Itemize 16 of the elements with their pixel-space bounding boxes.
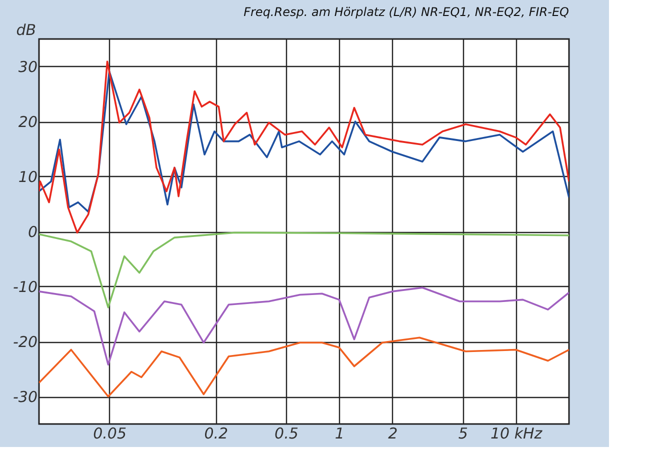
y-tick-label: -10 <box>13 278 38 296</box>
chart-title: Freq.Resp. am Hörplatz (L/R) NR-EQ1, NR-EQ2, FIR-EQ <box>244 5 569 19</box>
x-tick-label: 10 kHz <box>490 424 544 442</box>
x-tick-label: 2 <box>388 424 398 442</box>
y-tick-label: 0 <box>28 223 38 241</box>
y-tick-label: 20 <box>18 113 38 131</box>
x-tick-label: 5 <box>458 424 468 442</box>
x-tick-label: 0.5 <box>274 424 298 442</box>
x-tick-label: 0.2 <box>204 424 228 442</box>
x-tick-label: 1 <box>334 424 344 442</box>
x-tick-label: 0.05 <box>93 424 127 442</box>
y-tick-label: 30 <box>18 58 38 76</box>
y-tick-label: 10 <box>18 168 38 186</box>
y-tick-label: -30 <box>13 388 38 406</box>
y-axis-title: dB <box>16 21 36 39</box>
y-tick-label: -20 <box>13 333 38 351</box>
